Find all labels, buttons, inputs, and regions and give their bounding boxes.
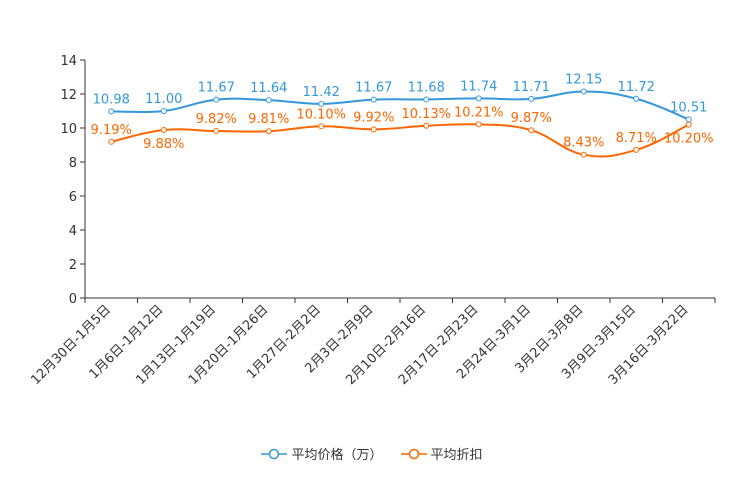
data-point (580, 88, 587, 95)
data-point (318, 123, 325, 130)
data-point (528, 127, 535, 134)
data-label: 9.81% (248, 112, 289, 127)
y-tick-label: 2 (69, 258, 77, 273)
data-label: 10.20% (664, 132, 714, 147)
data-label: 11.67 (198, 81, 235, 96)
data-label: 12.15 (565, 72, 602, 87)
data-point (265, 128, 272, 135)
data-point (213, 128, 220, 135)
data-label: 10.21% (454, 105, 504, 120)
legend-line-circle-icon (400, 448, 427, 459)
data-point (370, 96, 377, 103)
data-point (633, 95, 640, 102)
data-label: 8.43% (563, 136, 604, 151)
data-label: 11.68 (408, 80, 445, 95)
y-tick-label: 14 (60, 54, 77, 69)
data-point (265, 97, 272, 104)
data-label: 10.98 (93, 92, 130, 107)
data-point (685, 116, 692, 123)
data-point (475, 95, 482, 102)
data-label: 10.13% (401, 107, 451, 122)
data-label: 10.10% (296, 107, 346, 122)
data-label: 10.51 (670, 100, 707, 115)
data-label: 9.92% (353, 110, 394, 125)
data-point (108, 108, 115, 115)
y-tick-label: 8 (69, 156, 77, 171)
legend-label: 平均价格（万） (291, 448, 383, 463)
y-tick-label: 10 (60, 122, 77, 137)
data-label: 9.82% (196, 112, 237, 127)
y-tick-label: 4 (69, 224, 77, 239)
data-point (423, 96, 430, 103)
data-point (108, 138, 115, 145)
series-line (111, 90, 690, 121)
legend-label: 平均折扣 (430, 448, 483, 463)
data-point (160, 127, 167, 134)
y-tick-label: 6 (69, 190, 77, 205)
data-label: 9.88% (143, 137, 184, 152)
y-tick-label: 12 (60, 88, 77, 103)
data-point (160, 108, 167, 114)
data-label: 11.71 (513, 80, 550, 95)
legend-line-circle-icon (261, 448, 288, 459)
data-point (213, 96, 220, 103)
data-label: 11.00 (145, 92, 182, 107)
series-line (111, 123, 690, 158)
y-tick-label: 0 (69, 292, 77, 307)
data-point (633, 146, 640, 153)
data-label: 11.72 (618, 80, 655, 95)
data-label: 11.42 (303, 85, 340, 100)
data-label: 11.67 (355, 81, 392, 96)
data-label: 11.74 (460, 79, 497, 94)
data-label: 11.64 (250, 81, 287, 96)
data-point (580, 151, 587, 158)
data-point (528, 95, 535, 102)
data-point (370, 126, 377, 133)
legend-item-discount[interactable]: 平均折扣 (400, 444, 483, 463)
data-label: 9.87% (511, 111, 552, 126)
data-point (685, 121, 692, 128)
data-label: 9.19% (91, 123, 132, 138)
data-point (423, 122, 430, 129)
data-point (318, 100, 325, 107)
data-point (475, 121, 482, 128)
legend-item-price[interactable]: 平均价格（万） (261, 444, 383, 463)
legend: 平均价格（万） 平均折扣 (0, 444, 744, 463)
data-label: 8.71% (616, 131, 657, 146)
